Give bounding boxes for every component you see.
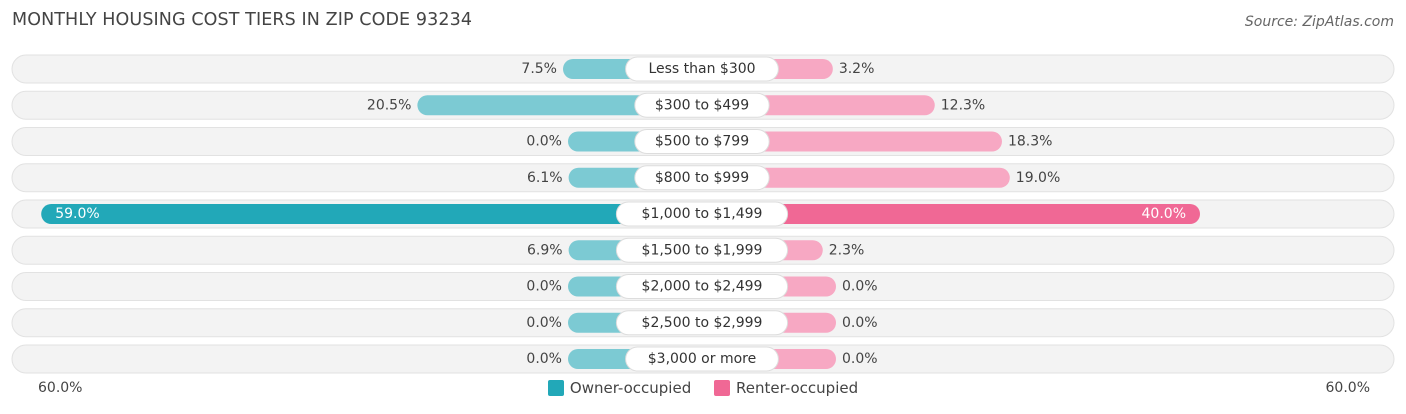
category-label: $500 to $799	[655, 134, 749, 150]
category-label-bg	[625, 56, 779, 82]
renter-value-label: 0.0%	[842, 279, 878, 295]
owner-bar	[417, 95, 702, 116]
category-label: $1,000 to $1,499	[642, 206, 763, 222]
owner-value-label: 6.1%	[527, 170, 563, 186]
renter-value-label: 12.3%	[941, 97, 985, 113]
category-label: Less than $300	[648, 61, 755, 77]
owner-value-label: 59.0%	[55, 206, 99, 222]
renter-bar	[702, 204, 1200, 224]
category-label: $3,000 or more	[648, 351, 756, 367]
renter-swatch	[714, 379, 730, 396]
category-label-bg	[625, 346, 779, 372]
owner-value-label: 0.0%	[526, 315, 562, 331]
owner-value-label: 0.0%	[526, 279, 562, 295]
renter-bar	[702, 131, 1002, 152]
renter-bar	[702, 167, 1010, 188]
legend-owner-label: Owner-occupied	[569, 378, 692, 397]
owner-bar	[41, 204, 702, 224]
legend: Owner-occupied Renter-occupied	[0, 378, 1406, 397]
owner-value-label: 0.0%	[526, 134, 562, 150]
renter-value-label: 18.3%	[1008, 134, 1052, 150]
owner-value-label: 6.9%	[527, 242, 563, 258]
category-label: $2,500 to $2,999	[642, 315, 763, 331]
category-label: $1,500 to $1,999	[642, 242, 763, 258]
owner-value-label: 7.5%	[521, 61, 557, 77]
category-label-bg	[634, 165, 770, 191]
renter-value-label: 0.0%	[842, 351, 878, 367]
chart-title: MONTHLY HOUSING COST TIERS IN ZIP CODE 9…	[12, 10, 473, 30]
category-label-bg	[615, 310, 789, 336]
legend-renter-label: Renter-occupied	[736, 378, 859, 397]
category-label-bg	[615, 237, 789, 263]
owner-value-label: 20.5%	[367, 97, 411, 113]
renter-value-label: 19.0%	[1016, 170, 1060, 186]
renter-value-label: 3.2%	[839, 61, 875, 77]
category-label-bg	[634, 129, 770, 154]
axis-right-label: 60.0%	[1325, 380, 1370, 396]
renter-value-label: 2.3%	[829, 242, 865, 258]
category-label-bg	[634, 92, 770, 118]
category-label-bg	[615, 201, 789, 227]
source-label: Source: ZipAtlas.com	[1244, 14, 1394, 30]
category-label-bg	[615, 274, 789, 299]
axis-left-label: 60.0%	[38, 380, 83, 396]
category-label: $2,000 to $2,499	[642, 279, 763, 295]
legend-item-owner: Owner-occupied	[547, 378, 692, 397]
legend-item-renter: Renter-occupied	[714, 379, 858, 397]
renter-value-label: 0.0%	[842, 315, 878, 331]
owner-value-label: 0.0%	[526, 351, 562, 367]
category-label: $800 to $999	[655, 170, 749, 186]
category-label: $300 to $499	[655, 97, 749, 113]
renter-value-label: 40.0%	[1142, 206, 1186, 222]
owner-swatch	[547, 379, 564, 396]
